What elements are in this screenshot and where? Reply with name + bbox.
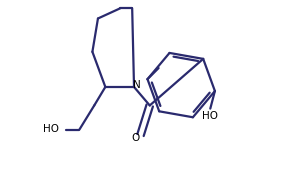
Text: N: N xyxy=(133,80,141,90)
Text: O: O xyxy=(131,133,139,143)
Text: HO: HO xyxy=(42,125,58,134)
Text: HO: HO xyxy=(202,111,218,121)
